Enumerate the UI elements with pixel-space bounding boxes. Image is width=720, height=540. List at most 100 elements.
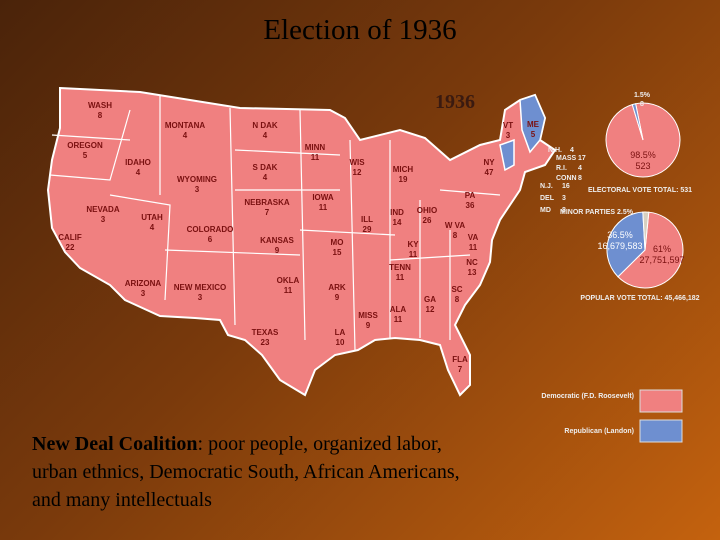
state-name: OKLA [277,276,300,285]
state-votes: 4 [150,223,155,232]
state-name: CONN [556,175,577,182]
pie-slice [642,211,650,251]
state-name: DEL [540,195,555,202]
maine [519,94,546,154]
state-votes: 11 [409,250,418,259]
state-name: FLA [452,355,468,364]
state-votes: 29 [363,225,372,234]
state-votes: 19 [399,175,408,184]
state-votes: 3 [198,293,203,302]
state-votes: 3 [506,131,511,140]
state-name: OHIO [417,206,437,215]
state-votes: 12 [426,305,435,314]
legend-swatch [639,389,683,413]
state-votes: 4 [263,131,268,140]
state-name: NEBRASKA [244,198,290,207]
state-votes: 8 [455,295,460,304]
state-name: NEVADA [86,205,119,214]
state-votes: 12 [353,168,362,177]
state-votes: 9 [366,321,371,330]
slide-title: Election of 1936 [263,14,457,46]
state-name: MINN [305,143,326,152]
caption-bold: New Deal Coalition [32,433,198,455]
state-votes: 8 [578,175,582,182]
state-name: R.I. [556,165,567,172]
state-votes: 13 [468,268,477,277]
state-votes: 3 [141,289,146,298]
state-votes: 11 [311,153,320,162]
state-name: NEW MEXICO [174,283,226,292]
state-name: NC [466,258,478,267]
state-votes: 11 [394,315,403,324]
state-votes: 8 [562,207,566,214]
state-votes: 4 [183,131,188,140]
state-name: MASS [556,155,577,162]
us-map [46,86,557,397]
caption-text: : poor people, organized labor, urban et… [32,433,460,511]
state-votes: 4 [570,147,574,154]
state-votes: 14 [393,218,402,227]
state-votes: 5 [531,130,536,139]
map-year: 1936 [435,91,475,113]
state-votes: 8 [98,111,103,120]
state-name: LA [335,328,346,337]
state-name: IDAHO [125,158,151,167]
state-votes: 15 [333,248,342,257]
state-name: GA [424,295,436,304]
pie-slice [606,211,646,278]
state-votes: 16 [562,183,570,190]
state-name: ILL [361,215,373,224]
state-votes: 4 [578,165,582,172]
pie-label: 1.5% [634,92,651,99]
state-votes: 5 [83,151,88,160]
pie-label: 523 [635,161,650,171]
state-votes: 11 [469,243,478,252]
pie-slice [605,102,681,178]
state-name: N.H. [548,147,562,154]
state-votes: 6 [208,235,213,244]
state-name: WASH [88,101,112,110]
state-name: TEXAS [252,328,279,337]
state-name: KY [407,240,419,249]
state-votes: 7 [265,208,270,217]
state-votes: 17 [578,155,586,162]
legend-label: Republican (Landon) [564,428,634,435]
legend-label: Democratic (F.D. Roosevelt) [541,393,634,400]
state-name: PA [465,191,476,200]
state-votes: 7 [458,365,463,374]
state-name: KANSAS [260,236,294,245]
state-votes: 10 [336,338,345,347]
pie-label: 16,679,583 [597,241,642,251]
state-name: MO [331,238,344,247]
pie-label: 61% [653,244,671,254]
state-votes: 11 [319,203,328,212]
state-name: CALIF [58,233,82,242]
state-name: OREGON [67,141,103,150]
state-name: SC [451,285,462,294]
state-name: ALA [390,305,407,314]
state-name: MICH [393,165,414,174]
state-votes: 8 [453,231,458,240]
state-votes: 4 [136,168,141,177]
pie-label: 8 [640,101,644,108]
pie-caption: ELECTORAL VOTE TOTAL: 531 [588,187,692,194]
state-name: WIS [349,158,365,167]
state-votes: 3 [101,215,106,224]
caption: New Deal Coalition: poor people, organiz… [32,430,482,514]
state-votes: 47 [485,168,494,177]
state-votes: 4 [263,173,268,182]
state-name: ME [527,120,540,129]
state-name: UTAH [141,213,163,222]
pie-slice [617,211,684,289]
state-votes: 11 [396,273,405,282]
state-votes: 26 [423,216,432,225]
state-name: VT [503,121,513,130]
state-name: N DAK [252,121,278,130]
vermont [499,138,515,172]
legend-swatch [639,419,683,443]
state-votes: 3 [195,185,200,194]
pie-label: MINOR PARTIES 2.5% [560,209,634,216]
state-name: IND [390,208,404,217]
state-name: ARIZONA [125,279,162,288]
